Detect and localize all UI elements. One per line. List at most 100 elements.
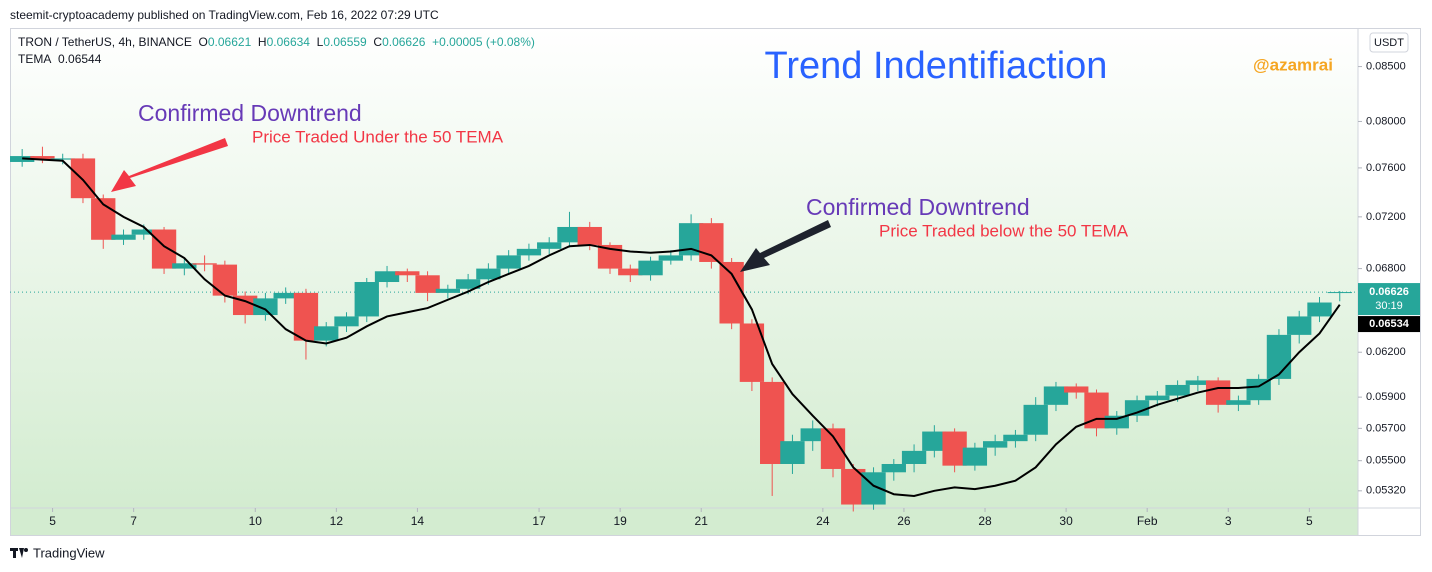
y-tick-label: 0.05700 <box>1366 422 1406 434</box>
y-tick-label: 0.05320 <box>1366 485 1406 497</box>
candle-body <box>354 282 379 317</box>
x-tick-label: 30 <box>1059 514 1073 528</box>
frame <box>10 28 1421 536</box>
candle-body <box>658 255 683 261</box>
indicator-badge-label: 0.06534 <box>1369 318 1410 330</box>
candle-body <box>1043 386 1069 405</box>
candle-body <box>1246 378 1271 401</box>
candle-body <box>638 260 663 276</box>
currency-button[interactable] <box>1369 32 1409 53</box>
ohlc-label: C <box>373 35 383 49</box>
x-tick-label: 5 <box>49 514 56 528</box>
candle-body <box>1287 316 1312 335</box>
ohlc-value: 0.06559 <box>323 35 367 49</box>
candle-body <box>557 226 582 243</box>
x-tick-label: 14 <box>411 514 425 528</box>
candle-body <box>516 248 542 256</box>
x-tick-label: Feb <box>1137 514 1158 528</box>
candle-body <box>1023 404 1048 435</box>
logo <box>10 548 28 558</box>
candle-body <box>30 156 55 160</box>
arrow <box>740 220 831 272</box>
candle-body <box>253 298 278 316</box>
candle-body <box>1226 400 1251 405</box>
candle-body <box>618 268 643 276</box>
candle-body <box>131 229 156 235</box>
candle-body <box>273 292 298 299</box>
legend-indicator: TEMA 0.06544 <box>18 52 101 66</box>
y-tick-label: 0.08500 <box>1366 60 1406 72</box>
candle-body <box>1003 434 1028 442</box>
y-tick-label: 0.07600 <box>1366 162 1406 174</box>
ohlc-value: 0.06634 <box>266 35 310 49</box>
x-tick-label: 3 <box>1225 514 1232 528</box>
candle-body <box>800 428 825 442</box>
candle-body <box>395 271 420 276</box>
legend-main: TRON / TetherUS, 4h, BINANCE O0.06621 H0… <box>18 35 535 49</box>
x-tick-label: 26 <box>897 514 911 528</box>
candle-body <box>1327 292 1352 294</box>
x-tick-label: 7 <box>130 514 137 528</box>
candle-body <box>455 279 481 289</box>
y-tick-label: 0.05500 <box>1366 455 1406 467</box>
ohlc-value: 0.06626 <box>382 35 426 49</box>
annotation-title: Confirmed Downtrend <box>806 194 1030 220</box>
watermark: @azamrai <box>1253 55 1333 74</box>
candle-body <box>151 229 177 269</box>
annotation-text: Price Traded Under the 50 TEMA <box>252 127 504 146</box>
currency[interactable]: USDT <box>1374 37 1404 49</box>
candle-body <box>415 275 440 293</box>
candle-body <box>1185 380 1211 385</box>
candle-body <box>881 463 906 473</box>
y-tick-label: 0.06200 <box>1366 346 1406 358</box>
ohlc-label: O <box>198 35 208 49</box>
x-tick-label: 28 <box>978 514 992 528</box>
candle-body <box>334 316 359 327</box>
annotation-text: Price Traded below the 50 TEMA <box>879 221 1129 240</box>
candle-body <box>962 447 988 466</box>
title: Trend Indentifiaction <box>765 45 1108 87</box>
time-axis-bg <box>10 508 1358 536</box>
candle-body <box>496 255 521 269</box>
candle-body <box>982 441 1008 448</box>
candle-body <box>922 431 947 451</box>
candle-body <box>172 263 197 269</box>
candle-body <box>1307 302 1332 317</box>
price-axis-bg <box>1358 28 1420 536</box>
indicator-value: 0.06544 <box>58 52 102 66</box>
ohlc-value: 0.06621 <box>207 35 252 49</box>
tema-line <box>22 157 1341 497</box>
candle-body <box>537 242 562 249</box>
annotation-title: Confirmed Downtrend <box>138 100 362 126</box>
candle-body <box>1064 386 1089 393</box>
footer: TradingView <box>33 545 105 560</box>
indicator-name: TEMA <box>18 52 52 66</box>
ohlc-label: H <box>257 35 267 49</box>
candle-body <box>293 292 319 341</box>
candle-body <box>192 263 217 265</box>
y-tick-label: 0.05900 <box>1366 391 1406 403</box>
candle-body <box>577 226 602 245</box>
y-tick-label: 0.08000 <box>1366 115 1406 127</box>
x-tick-label: 5 <box>1306 514 1313 528</box>
candle-body <box>719 261 744 324</box>
x-tick-label: 24 <box>816 514 830 528</box>
arrow <box>111 138 228 192</box>
candle-body <box>1266 334 1292 379</box>
candle-body <box>212 264 238 296</box>
candle-body <box>476 268 501 280</box>
price-badge <box>1358 283 1420 316</box>
indicator-badge <box>1358 316 1420 333</box>
x-tick-label: 19 <box>613 514 627 528</box>
change: +0.00005 (+0.08%) <box>432 35 535 49</box>
candle-body <box>1104 415 1129 429</box>
candle-body <box>1145 395 1170 401</box>
y-tick-label: 0.07200 <box>1366 211 1406 223</box>
candle-body <box>435 288 461 293</box>
published: steemit-cryptoacademy published on Tradi… <box>10 8 439 22</box>
candle-body <box>1124 400 1150 416</box>
ohlc-label: L <box>316 35 324 49</box>
symbol: TRON / TetherUS, 4h, BINANCE <box>18 35 192 49</box>
